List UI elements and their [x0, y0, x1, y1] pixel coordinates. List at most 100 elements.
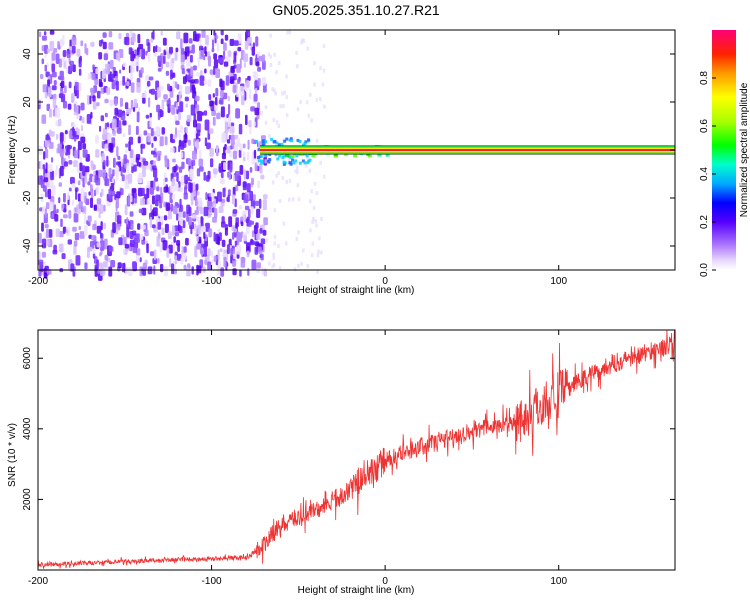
- noise-speckle: [309, 199, 312, 204]
- noise-speckle: [151, 142, 154, 148]
- noise-speckle: [296, 107, 300, 112]
- noise-speckle: [119, 69, 122, 74]
- noise-speckle: [39, 74, 44, 79]
- noise-speckle: [255, 200, 260, 206]
- noise-speckle: [184, 174, 189, 184]
- noise-speckle: [108, 167, 112, 178]
- noise-speckle: [126, 227, 130, 238]
- noise-speckle: [104, 238, 108, 250]
- noise-speckle: [216, 112, 221, 120]
- carrier-blob: [290, 154, 295, 158]
- noise-speckle: [51, 157, 54, 163]
- noise-speckle: [130, 224, 134, 229]
- noise-speckle: [175, 120, 180, 125]
- noise-speckle: [122, 120, 127, 126]
- noise-speckle: [53, 93, 57, 100]
- noise-speckle: [121, 174, 125, 182]
- noise-speckle: [165, 61, 170, 68]
- noise-speckle: [285, 179, 288, 184]
- noise-speckle: [261, 54, 266, 63]
- noise-speckle: [88, 234, 92, 239]
- snr-y-ticks: 2000 4000 6000: [22, 347, 675, 511]
- noise-speckle: [204, 68, 207, 74]
- noise-speckle: [75, 255, 81, 266]
- noise-speckle: [56, 208, 59, 214]
- noise-speckle: [213, 232, 216, 242]
- noise-speckle: [97, 90, 101, 99]
- noise-speckle: [225, 122, 228, 132]
- noise-speckle: [320, 217, 323, 221]
- noise-speckle: [195, 33, 200, 42]
- noise-speckle: [243, 62, 246, 68]
- noise-speckle: [258, 246, 262, 255]
- y-tick-label: 20: [22, 96, 33, 108]
- noise-speckle: [131, 32, 136, 43]
- noise-speckle: [124, 36, 130, 46]
- noise-speckle: [84, 214, 87, 225]
- noise-speckle: [117, 215, 122, 224]
- noise-speckle: [150, 251, 155, 257]
- noise-speckle: [220, 106, 225, 118]
- noise-speckle: [157, 67, 162, 72]
- noise-speckle: [193, 113, 197, 123]
- noise-speckle: [279, 104, 282, 109]
- noise-speckle: [101, 188, 104, 197]
- noise-speckle: [271, 264, 274, 269]
- noise-speckle: [185, 86, 190, 95]
- noise-speckle: [72, 126, 75, 136]
- noise-speckle: [209, 69, 214, 75]
- noise-speckle: [221, 133, 226, 143]
- noise-speckle: [174, 183, 179, 192]
- noise-speckle: [254, 107, 260, 116]
- noise-speckle: [239, 269, 242, 277]
- noise-speckle: [226, 114, 230, 119]
- noise-speckle: [273, 88, 276, 93]
- snr-x-label: Height of straight line (km): [298, 585, 415, 596]
- noise-speckle: [254, 162, 258, 172]
- noise-speckle: [90, 87, 95, 93]
- noise-speckle: [159, 110, 164, 117]
- noise-speckle: [60, 218, 63, 228]
- colorbar-tick-label: 0.6: [699, 119, 710, 133]
- noise-speckle: [116, 191, 121, 199]
- noise-speckle: [315, 138, 319, 143]
- noise-speckle: [43, 261, 46, 267]
- noise-speckle: [228, 116, 232, 127]
- noise-speckle: [149, 187, 154, 195]
- carrier-blob: [298, 139, 302, 143]
- noise-speckle: [61, 203, 65, 209]
- noise-speckle: [104, 63, 110, 75]
- noise-speckle: [227, 194, 230, 203]
- noise-speckle: [246, 250, 250, 258]
- noise-speckle: [114, 98, 118, 106]
- noise-speckle: [134, 192, 137, 204]
- noise-speckle: [80, 188, 85, 195]
- noise-speckle: [198, 158, 204, 167]
- noise-speckle: [46, 48, 50, 53]
- noise-speckle: [71, 123, 76, 128]
- noise-speckle: [199, 75, 205, 86]
- noise-speckle: [256, 208, 261, 218]
- noise-speckle: [40, 160, 43, 171]
- noise-speckle: [293, 267, 297, 272]
- noise-speckle: [179, 125, 184, 133]
- carrier-blob: [291, 158, 295, 162]
- noise-speckle: [43, 31, 47, 36]
- noise-speckle: [68, 160, 73, 165]
- noise-speckle: [149, 116, 152, 128]
- noise-speckle: [179, 218, 183, 225]
- noise-speckle: [129, 239, 135, 247]
- noise-speckle: [182, 211, 186, 218]
- noise-speckle: [158, 85, 164, 91]
- noise-speckle: [132, 261, 137, 272]
- noise-speckle: [300, 261, 303, 266]
- noise-speckle: [139, 234, 144, 241]
- noise-speckle: [211, 192, 215, 202]
- noise-speckle: [178, 225, 183, 234]
- noise-speckle: [42, 164, 46, 170]
- colorbar-tick-label: 0.8: [699, 71, 710, 85]
- noise-speckle: [181, 246, 184, 255]
- noise-speckle: [199, 248, 205, 255]
- noise-speckle: [186, 204, 191, 214]
- carrier-blob: [294, 159, 298, 163]
